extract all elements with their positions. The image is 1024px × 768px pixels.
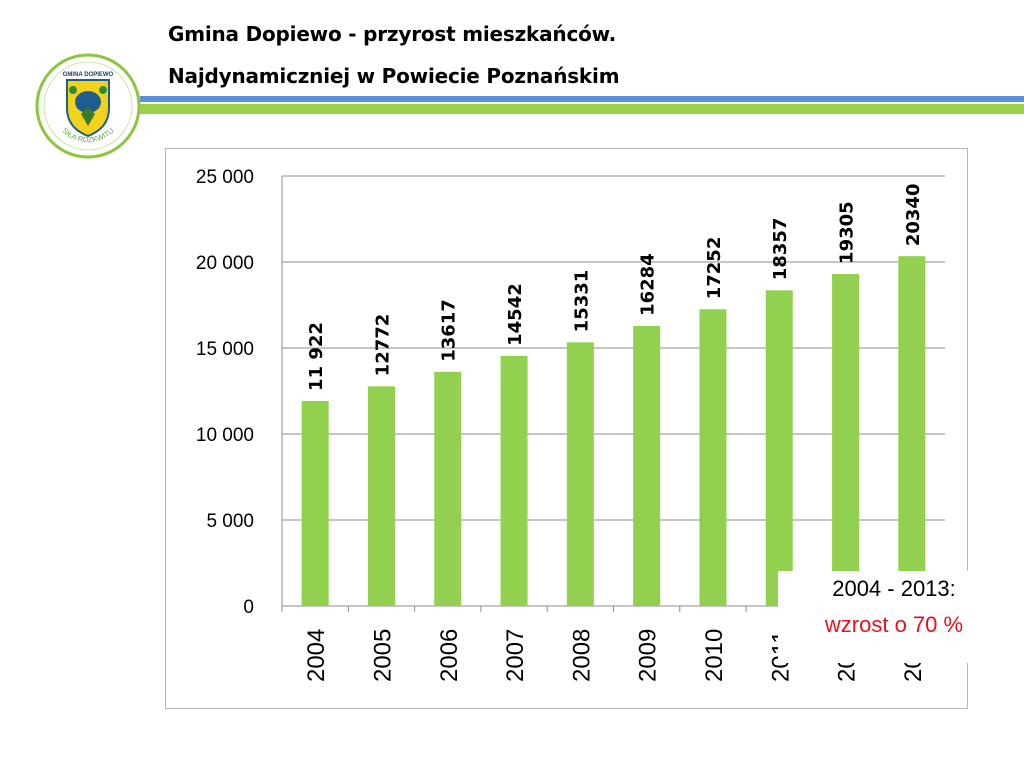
y-tick-label: 20 000 — [196, 253, 254, 274]
logo-emblem — [75, 91, 101, 113]
data-label-2008: 15331 — [571, 270, 592, 333]
bar-2013 — [898, 256, 926, 606]
logo-name-text: GMINA DOPIEWO — [63, 72, 114, 78]
bar-2006 — [434, 371, 462, 606]
page-subtitle: Najdynamiczniej w Powiecie Poznańskim — [168, 64, 620, 88]
data-label-2009: 16284 — [638, 253, 659, 316]
data-label-2013: 20340 — [903, 184, 924, 247]
y-tick-label: 5 000 — [206, 511, 254, 532]
y-tick-label: 25 000 — [196, 167, 254, 188]
bar-2005 — [367, 386, 395, 606]
header-stripe-green — [140, 104, 1024, 114]
x-tick-label-2004: 2004 — [303, 629, 330, 682]
page-title: Gmina Dopiewo - przyrost mieszkańców. — [168, 22, 617, 46]
bar-2012 — [832, 273, 860, 606]
data-label-2010: 17252 — [704, 237, 725, 300]
bar-2010 — [699, 309, 727, 606]
data-label-2012: 19305 — [837, 201, 858, 264]
x-tick-label-2008: 2008 — [568, 629, 595, 682]
y-tick-label: 15 000 — [196, 339, 254, 360]
callout-period: 2004 - 2013: — [832, 576, 956, 601]
bar-2008 — [566, 342, 594, 606]
callout-growth: wzrost o 70 % — [824, 612, 964, 637]
data-label-2006: 13617 — [439, 299, 460, 362]
bar-2007 — [500, 355, 528, 606]
data-label-2005: 12772 — [372, 314, 393, 377]
growth-callout: 2004 - 2013: wzrost o 70 % — [778, 571, 1010, 663]
logo-leaf-right — [99, 86, 107, 94]
data-label-2011: 18357 — [770, 218, 791, 281]
municipality-logo: GMINA DOPIEWO SIŁA ROZKWITU — [35, 53, 141, 159]
population-bar-chart: 0 5 000 10 000 15 000 20 000 25 000 11 922 2004… — [196, 167, 946, 682]
logo-leaf-left — [69, 86, 77, 94]
x-tick-label-2010: 2010 — [701, 629, 728, 682]
x-tick-label-2007: 2007 — [502, 629, 529, 682]
y-tick-label: 0 — [243, 597, 254, 618]
bar-2009 — [633, 325, 661, 606]
bar-2011 — [765, 290, 793, 606]
x-tick-label-2009: 2009 — [635, 629, 662, 682]
x-tick-label-2005: 2005 — [369, 629, 396, 682]
x-tick-label-2006: 2006 — [436, 629, 463, 682]
logo-tree — [81, 107, 95, 126]
header-stripe-blue — [140, 96, 1024, 102]
data-label-2007: 14542 — [505, 283, 526, 346]
y-tick-label: 10 000 — [196, 425, 254, 446]
data-label-2004: 11 922 — [306, 322, 327, 391]
chart-frame: 0 5 000 10 000 15 000 20 000 25 000 11 922 2004… — [165, 148, 1010, 709]
bar-2004 — [301, 400, 329, 606]
